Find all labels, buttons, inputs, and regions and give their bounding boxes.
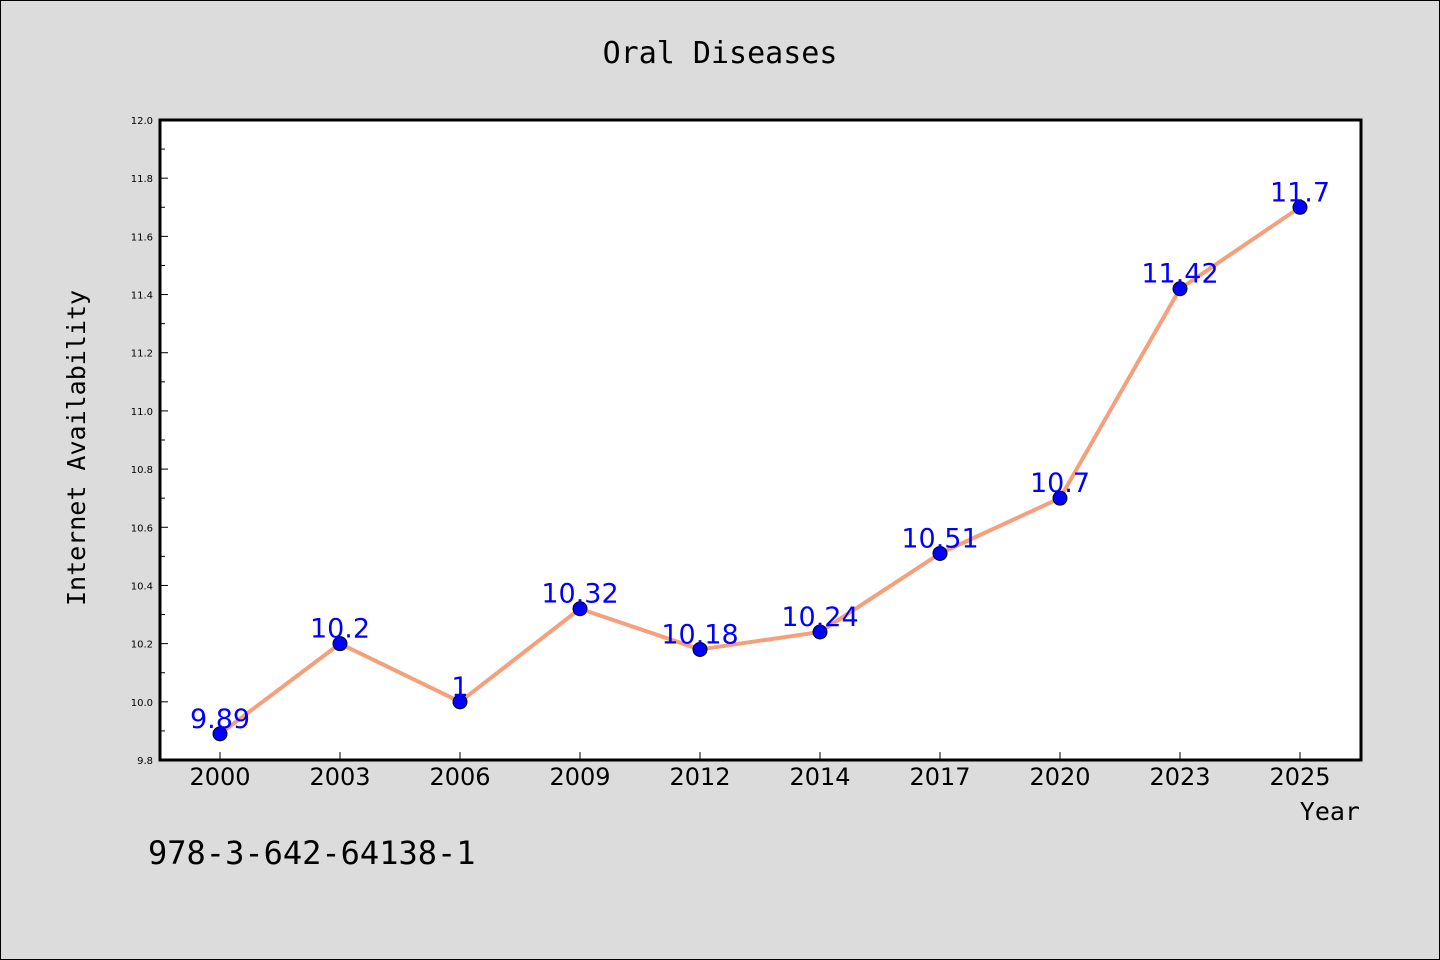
data-point-marker (452, 694, 468, 710)
y-tick-label: 9.8 (137, 756, 153, 767)
y-tick-label: 11.4 (131, 291, 153, 302)
data-label: 10.24 (781, 602, 858, 633)
x-tick-label: 2000 (189, 763, 250, 791)
chart-title: Oral Diseases (603, 36, 838, 71)
data-point-marker (1292, 199, 1308, 215)
y-tick-label: 10.0 (131, 698, 153, 709)
data-point-marker (332, 636, 348, 652)
y-tick-label: 11.0 (131, 407, 153, 418)
x-tick-label: 2017 (909, 763, 970, 791)
data-label: 9.89 (190, 704, 250, 735)
y-tick-label: 11.8 (131, 174, 153, 185)
data-label: 10.51 (901, 523, 978, 554)
y-tick-label: 10.6 (131, 523, 153, 534)
x-axis-label: Year (1300, 797, 1360, 826)
data-point-marker (1052, 490, 1068, 506)
data-point-marker (1172, 281, 1188, 297)
data-point-marker (812, 624, 828, 640)
series-line (218, 205, 1302, 736)
data-point-marker (212, 726, 228, 742)
y-tick-label: 11.2 (131, 349, 153, 360)
x-tick-label: 2006 (429, 763, 490, 791)
data-label: 1 (451, 672, 468, 703)
x-tick-label: 2012 (669, 763, 730, 791)
data-point-marker (932, 545, 948, 561)
x-tick-label: 2020 (1029, 763, 1090, 791)
plot-area (158, 118, 1363, 762)
data-label: 10.18 (661, 619, 738, 650)
x-axis: 2000 2003 2006 2009 2012 2014 2017 2020 2023 2025 (189, 752, 1331, 791)
x-tick-label: 2023 (1149, 763, 1210, 791)
data-label: 10.32 (541, 579, 618, 610)
y-axis: 9.8 10.0 10.2 10.4 10.6 10.8 11.0 11.2 11.4 11.6 1… (131, 116, 168, 767)
y-tick-label: 10.2 (131, 640, 153, 651)
data-label: 10.2 (310, 614, 370, 645)
data-point-marker (572, 601, 588, 617)
x-tick-label: 2003 (309, 763, 370, 791)
x-tick-label: 2025 (1269, 763, 1330, 791)
series-line-group (218, 205, 1302, 736)
y-tick-label: 10.4 (131, 581, 153, 592)
y-tick-label: 12.0 (131, 116, 153, 127)
data-label: 11.42 (1141, 259, 1218, 290)
marker-group (212, 199, 1308, 742)
y-tick-label: 10.8 (131, 465, 153, 476)
y-axis-label: Internet Availability (62, 290, 91, 606)
y-tick-label: 11.6 (131, 232, 153, 243)
x-tick-label: 2014 (789, 763, 850, 791)
data-label: 10.7 (1030, 468, 1090, 499)
footnote-isbn: 978-3-642-64138-1 (148, 834, 476, 872)
data-label: 11.7 (1270, 177, 1330, 208)
data-label-group: 9.89 10.2 1 10.32 10.18 10.24 10.51 10.7 11.42 11… (190, 177, 1330, 735)
x-tick-label: 2009 (549, 763, 610, 791)
data-point-marker (692, 641, 708, 657)
